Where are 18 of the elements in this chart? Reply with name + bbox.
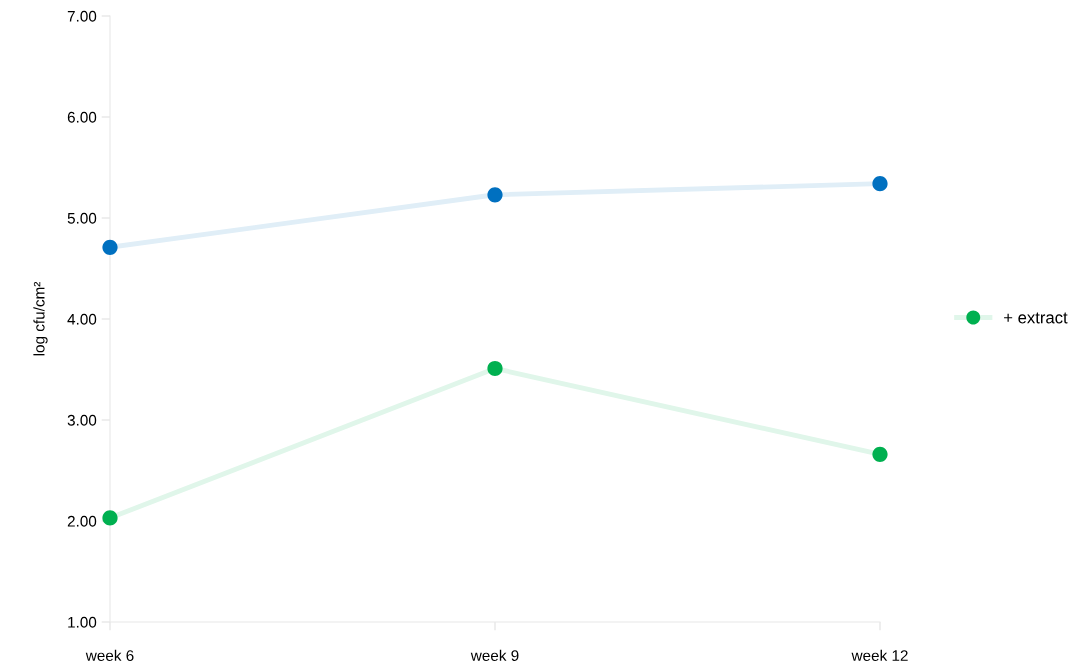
- y-tick-label: 3.00: [67, 414, 97, 426]
- y-tick-label: 7.00: [67, 10, 97, 22]
- legend-label: + extract: [1004, 312, 1068, 324]
- x-tick-label: week 12: [851, 649, 908, 661]
- y-tick-label: 4.00: [67, 313, 97, 325]
- y-axis-title: log cfu/cm²: [33, 281, 48, 356]
- x-tick-label: week 6: [85, 649, 134, 661]
- point: [102, 510, 118, 526]
- point: [872, 446, 888, 462]
- y-tick-label: 2.00: [67, 515, 97, 527]
- point: [487, 360, 503, 377]
- y-tick-label: 5.00: [67, 212, 97, 224]
- y-tick-label: 6.00: [67, 111, 97, 123]
- point: [102, 239, 118, 255]
- y-tick-label: 1.00: [68, 616, 97, 628]
- x-tick-label: week 9: [470, 649, 519, 661]
- point: [872, 176, 888, 192]
- point: [487, 187, 503, 203]
